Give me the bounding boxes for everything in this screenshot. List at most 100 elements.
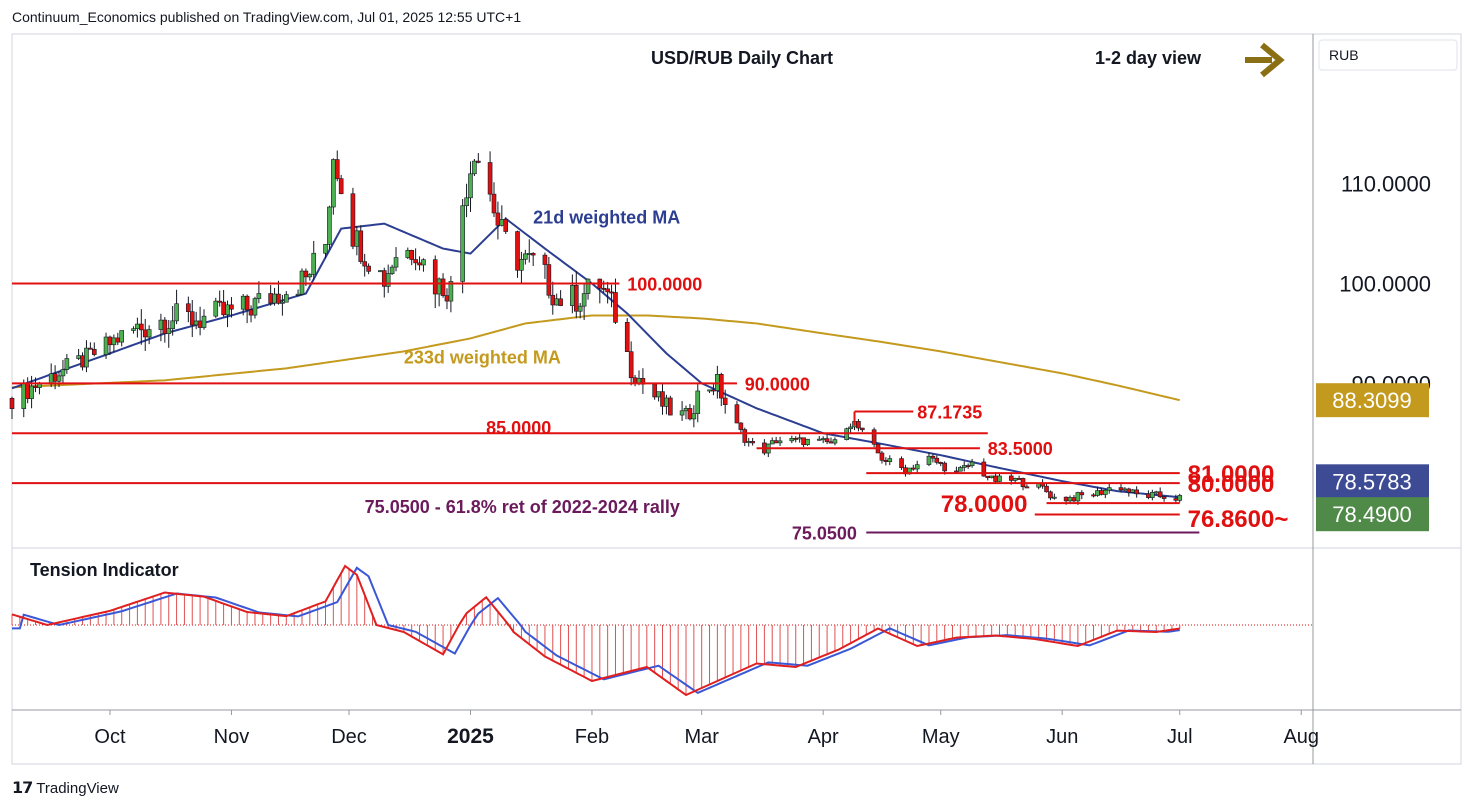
- candle-body: [711, 389, 716, 392]
- candle-body: [577, 305, 583, 312]
- indicator-line: [11, 564, 1180, 697]
- candle-body: [131, 328, 136, 331]
- x-tick-label: Apr: [808, 726, 839, 748]
- candle-body: [828, 441, 834, 444]
- candle-body: [280, 301, 285, 304]
- candle-body: [217, 300, 222, 303]
- candle-body: [668, 397, 673, 416]
- candle-body: [64, 358, 70, 370]
- candle-body: [76, 355, 81, 359]
- candle-body: [158, 319, 164, 330]
- currency-box[interactable]: [1318, 39, 1458, 71]
- candle-body: [362, 261, 367, 267]
- candle-body: [656, 391, 661, 398]
- candle-body: [111, 337, 117, 346]
- candle-body: [856, 421, 861, 429]
- candle-body: [1012, 478, 1018, 481]
- candle-body: [107, 336, 113, 346]
- candle-body: [436, 278, 442, 295]
- candle-body: [366, 265, 371, 272]
- candle-body: [742, 429, 748, 443]
- candle-body: [993, 475, 998, 482]
- grid-lines: [12, 34, 1461, 764]
- candle-body: [252, 298, 258, 316]
- candle-body: [295, 293, 301, 296]
- candle-body: [738, 422, 744, 430]
- candle-body: [201, 315, 207, 328]
- candle-body: [707, 389, 712, 392]
- level-label: 90.0000: [745, 374, 810, 394]
- candle-body: [1146, 493, 1151, 498]
- candle-body: [1126, 488, 1132, 493]
- candle-body: [468, 173, 473, 199]
- x-tick-label: Jul: [1167, 726, 1193, 748]
- candle-body: [48, 373, 54, 385]
- candle-body: [327, 206, 332, 245]
- level-label: 85.0000: [486, 418, 551, 438]
- price-badge: [1316, 383, 1429, 418]
- level-label: 100.0000: [627, 275, 702, 295]
- candle-body: [664, 397, 669, 407]
- candle-body: [244, 295, 250, 311]
- candle-body: [871, 429, 877, 445]
- x-tick-label: 2025: [447, 725, 494, 748]
- candle-body: [816, 438, 822, 441]
- candle-body: [1134, 489, 1139, 495]
- level-label: 75.0500: [792, 524, 857, 544]
- candle-body: [80, 355, 85, 368]
- candle-body: [965, 465, 971, 468]
- candle-body: [378, 270, 383, 273]
- candle-body: [695, 390, 701, 414]
- candle-body: [432, 259, 438, 295]
- candle-body: [1099, 490, 1104, 495]
- ma233-series: [11, 314, 1180, 402]
- candle-body: [523, 253, 528, 260]
- candle-body: [1095, 490, 1100, 496]
- candle-body: [1024, 486, 1030, 489]
- candle-body: [189, 311, 195, 326]
- candle-body: [914, 464, 920, 470]
- candle-body: [1122, 488, 1128, 491]
- level-label: 83.5000: [988, 439, 1053, 459]
- candle-body: [229, 304, 234, 310]
- candle-body: [197, 320, 203, 328]
- candle-body: [1008, 475, 1014, 481]
- candle-body: [530, 253, 536, 256]
- candle-body: [958, 467, 963, 472]
- candle-body: [472, 160, 477, 175]
- candle-body: [1157, 491, 1163, 498]
- candle-body: [33, 385, 38, 388]
- candle-body: [558, 298, 563, 306]
- candle-body: [942, 462, 947, 472]
- candle-body: [605, 288, 610, 293]
- candle-body: [1079, 492, 1085, 496]
- candle-body: [1052, 496, 1057, 499]
- candle-body: [495, 212, 501, 226]
- candle-body: [969, 461, 975, 466]
- candle-body: [1067, 497, 1073, 502]
- candle-body: [683, 408, 689, 412]
- candle-body: [142, 329, 148, 338]
- candle-body: [60, 369, 66, 377]
- candle-body: [464, 197, 469, 207]
- candle-body: [985, 475, 991, 479]
- level-label: 81.0000: [1188, 461, 1275, 488]
- candle-body: [632, 377, 638, 384]
- candle-body: [248, 309, 254, 316]
- candle-body: [624, 322, 630, 352]
- y-tick-label: 100.0000: [1339, 272, 1431, 297]
- candle-body: [350, 193, 356, 247]
- candle-body: [938, 462, 944, 464]
- candle-body: [119, 330, 125, 343]
- candle-body: [1044, 485, 1049, 493]
- candle-body: [1118, 487, 1124, 491]
- candle-body: [84, 347, 89, 368]
- candle-body: [613, 292, 618, 323]
- candle-body: [338, 178, 344, 195]
- candle-body: [284, 294, 289, 303]
- candle-body: [961, 465, 967, 468]
- price-badge-label: 78.5783: [1332, 469, 1412, 494]
- price-badges: 88.3099 78.5783 78.4900: [1316, 383, 1429, 532]
- ma233-line: [11, 314, 1180, 402]
